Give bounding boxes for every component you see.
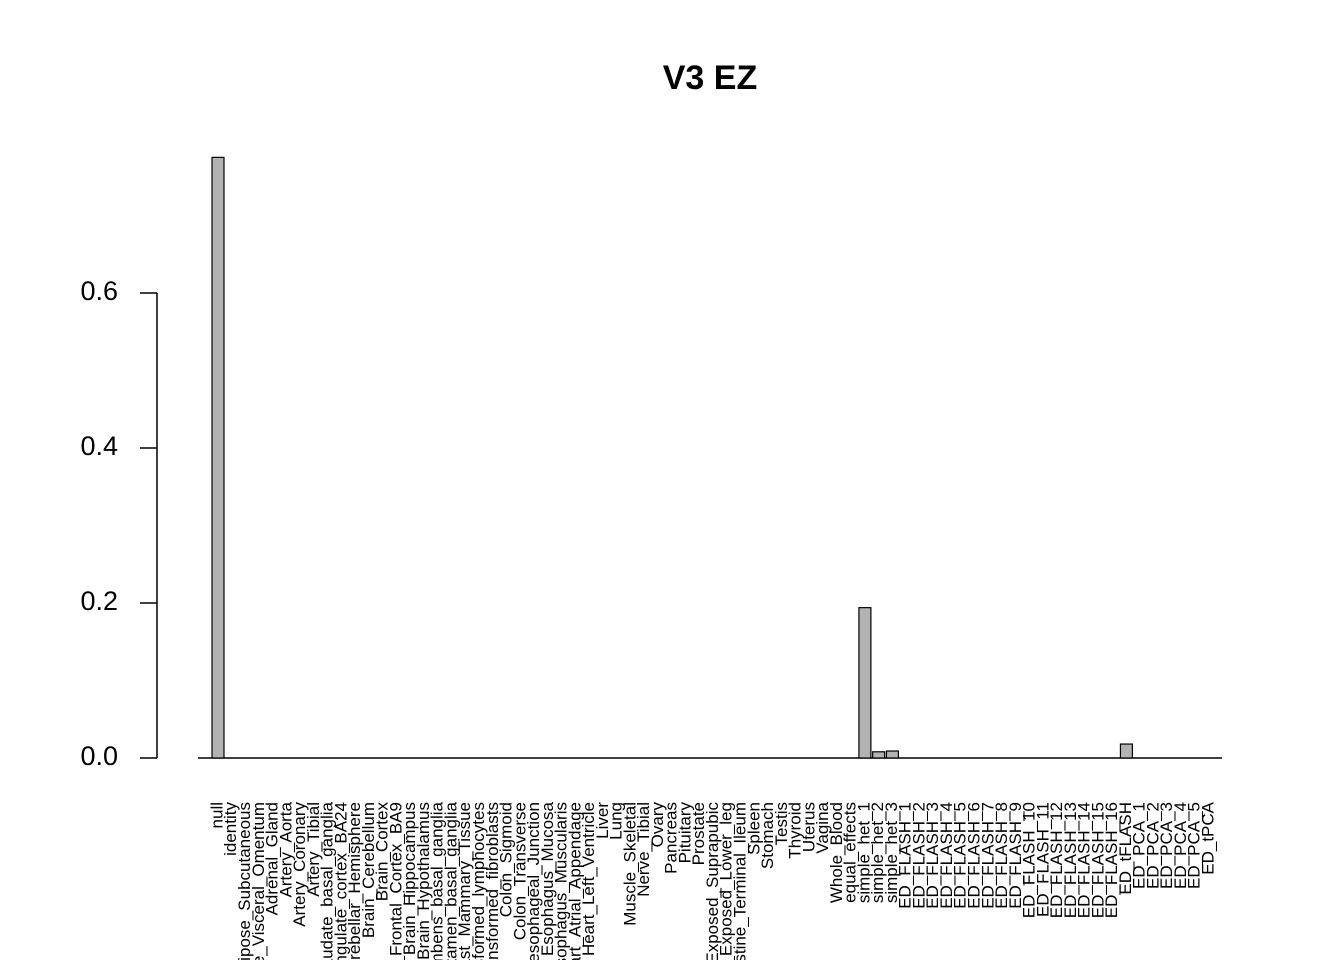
- x-tick-label: Skin_Sun_Exposed_Lower_leg: [717, 802, 736, 960]
- x-tick-label: Heart_Left_Ventricle: [579, 802, 598, 956]
- x-tick-label: Heart_Atrial_Appendage: [565, 802, 584, 960]
- x-tick-label: ED_FLASH_4: [937, 802, 956, 909]
- x-tick-label: Brain_Nucleus_accumbens_basal_ganglia: [428, 801, 447, 960]
- x-tick-label: ED_PCA_3: [1157, 802, 1176, 889]
- x-tick-label: Brain_Cortex: [373, 802, 392, 902]
- x-tick-label: simple_het_3: [882, 802, 901, 903]
- x-tick-label: Artery_Aorta: [276, 801, 295, 897]
- x-tick-label: Cells_Transformed_fibroblasts: [483, 802, 502, 960]
- x-tick-label: ED_FLASH_6: [964, 802, 983, 909]
- x-tick-label: Brain_Cerebellar_Hemisphere: [345, 802, 364, 960]
- x-tick-label: identity: [221, 802, 240, 856]
- x-tick-label: Thyroid: [786, 802, 805, 859]
- x-tick-label: ED_FLASH_5: [951, 802, 970, 909]
- x-tick-label: Prostate: [689, 802, 708, 865]
- x-tick-label: ED_FLASH_9: [1006, 802, 1025, 909]
- x-tick-label: ED_PCA_4: [1171, 802, 1190, 889]
- x-tick-label: Muscle_Skeletal: [620, 802, 639, 926]
- x-tick-label: ED_PCA_2: [1143, 802, 1162, 889]
- x-tick-label: Brain_Frontal_Cortex_BA9: [386, 802, 405, 960]
- x-tick-label: ED_FLASH_8: [992, 802, 1011, 909]
- y-tick-label: 0.6: [80, 276, 118, 306]
- x-tick-label: ED_tPCA: [1198, 801, 1217, 874]
- y-tick-label: 0.4: [80, 431, 118, 461]
- bar: [872, 751, 886, 759]
- x-tick-label: simple_het_1: [854, 802, 873, 903]
- x-tick-label: Skin_Not_Sun_Exposed_Suprapubic: [703, 802, 722, 960]
- x-tick-label: null: [207, 802, 226, 828]
- x-tick-label: ED_FLASH_11: [1033, 802, 1052, 917]
- x-tick-label: ED_FLASH_14: [1075, 802, 1094, 918]
- x-tick-label: ED_FLASH_7: [978, 802, 997, 909]
- x-tick-label: ED_FLASH_12: [1047, 802, 1066, 918]
- x-tick-label: Colon_Transverse: [510, 802, 529, 940]
- x-tick-label: Adrenal_Gland: [263, 802, 282, 915]
- y-tick-label: 0.2: [80, 586, 118, 616]
- x-tick-label: Spleen: [744, 802, 763, 855]
- x-tick-label: ED_tFLASH: [1116, 802, 1135, 895]
- x-tick-label: Brain_Hippocampus: [400, 802, 419, 955]
- x-tick-label: Breast_Mammary_Tissue: [455, 802, 474, 960]
- x-tick-label: Ovary: [648, 802, 667, 848]
- x-tick-label: Brain_Hypothalamus: [414, 802, 433, 960]
- x-tick-label: Whole_Blood: [827, 802, 846, 903]
- bar: [885, 750, 900, 759]
- y-tick-label: 0.0: [80, 741, 118, 771]
- x-tick-label: Pancreas: [662, 802, 681, 874]
- x-tick-label: Esophagus_Mucosa: [538, 801, 557, 956]
- bar: [1119, 743, 1134, 759]
- x-tick-label: Colon_Sigmoid: [497, 802, 516, 917]
- x-tick-label: ED_FLASH_2: [909, 802, 928, 909]
- x-tick-label: Lung: [607, 802, 626, 840]
- x-tick-label: ED_FLASH_16: [1102, 802, 1121, 918]
- x-tick-label: Brain_Caudate_basal_ganglia: [318, 801, 337, 960]
- x-tick-label: Nerve_Tibial: [634, 802, 653, 897]
- x-tick-label: Artery_Coronary: [290, 802, 309, 927]
- x-tick-label: ED_FLASH_13: [1061, 802, 1080, 918]
- x-tick-label: Uterus: [799, 802, 818, 852]
- x-tick-label: Vagina: [813, 801, 832, 853]
- x-tick-label: ED_FLASH_15: [1088, 802, 1107, 918]
- x-tick-label: simple_het_2: [868, 802, 887, 903]
- x-tick-label: ED_PCA_5: [1185, 802, 1204, 889]
- chart-title: V3 EZ: [663, 59, 757, 97]
- x-tick-label: Esophagus_Gastroesophageal_Junction: [524, 802, 543, 960]
- bar: [211, 156, 225, 759]
- x-tick-label: ED_FLASH_10: [1020, 802, 1039, 918]
- x-tick-label: Cells_EBV-transformed_lymphocytes: [469, 802, 488, 960]
- x-tick-label: Artery_Tibial: [304, 802, 323, 897]
- x-tick-label: ED_FLASH_3: [923, 802, 942, 909]
- x-tick-label: Brain_Putamen_basal_ganglia: [441, 801, 460, 960]
- x-tick-label: Adipose_Subcutaneous: [235, 802, 254, 960]
- x-tick-label: Testis: [772, 802, 791, 845]
- bar: [858, 607, 872, 759]
- x-tick-label: equal_effects: [841, 802, 860, 903]
- x-tick-label: ED_FLASH_1: [896, 802, 915, 909]
- x-tick-label: Stomach: [758, 802, 777, 869]
- x-tick-label: Pituitary: [675, 802, 694, 864]
- x-tick-label: ED_PCA_1: [1130, 802, 1149, 889]
- x-tick-label: Brain_Anterior_cingulate_cortex_BA24: [331, 802, 350, 960]
- x-tick-label: Brain_Cerebellum: [359, 802, 378, 938]
- x-tick-label: Adipose_Visceral_Omentum: [249, 802, 268, 960]
- x-tick-label: Esophagus_Muscularis: [552, 802, 571, 960]
- x-tick-label: Liver: [593, 802, 612, 839]
- x-tick-label: Small_Intestine_Terminal_Ileum: [731, 802, 750, 960]
